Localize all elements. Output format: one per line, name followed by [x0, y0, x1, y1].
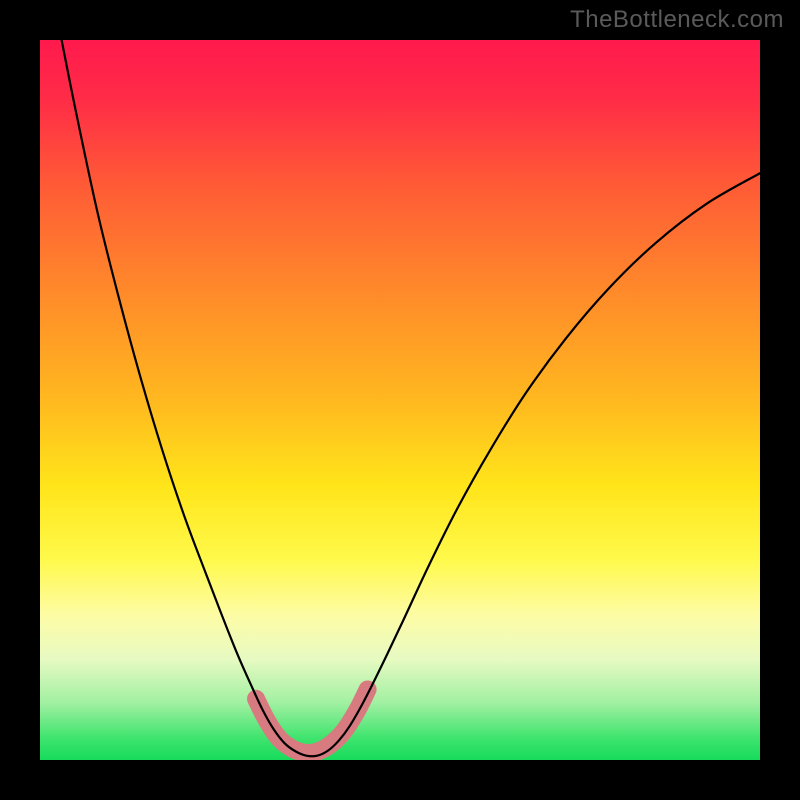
chart-svg	[40, 40, 760, 760]
plot-area	[40, 40, 760, 760]
bottleneck-curve	[62, 40, 760, 756]
optimum-marker	[256, 689, 368, 753]
watermark-text: TheBottleneck.com	[570, 6, 784, 34]
